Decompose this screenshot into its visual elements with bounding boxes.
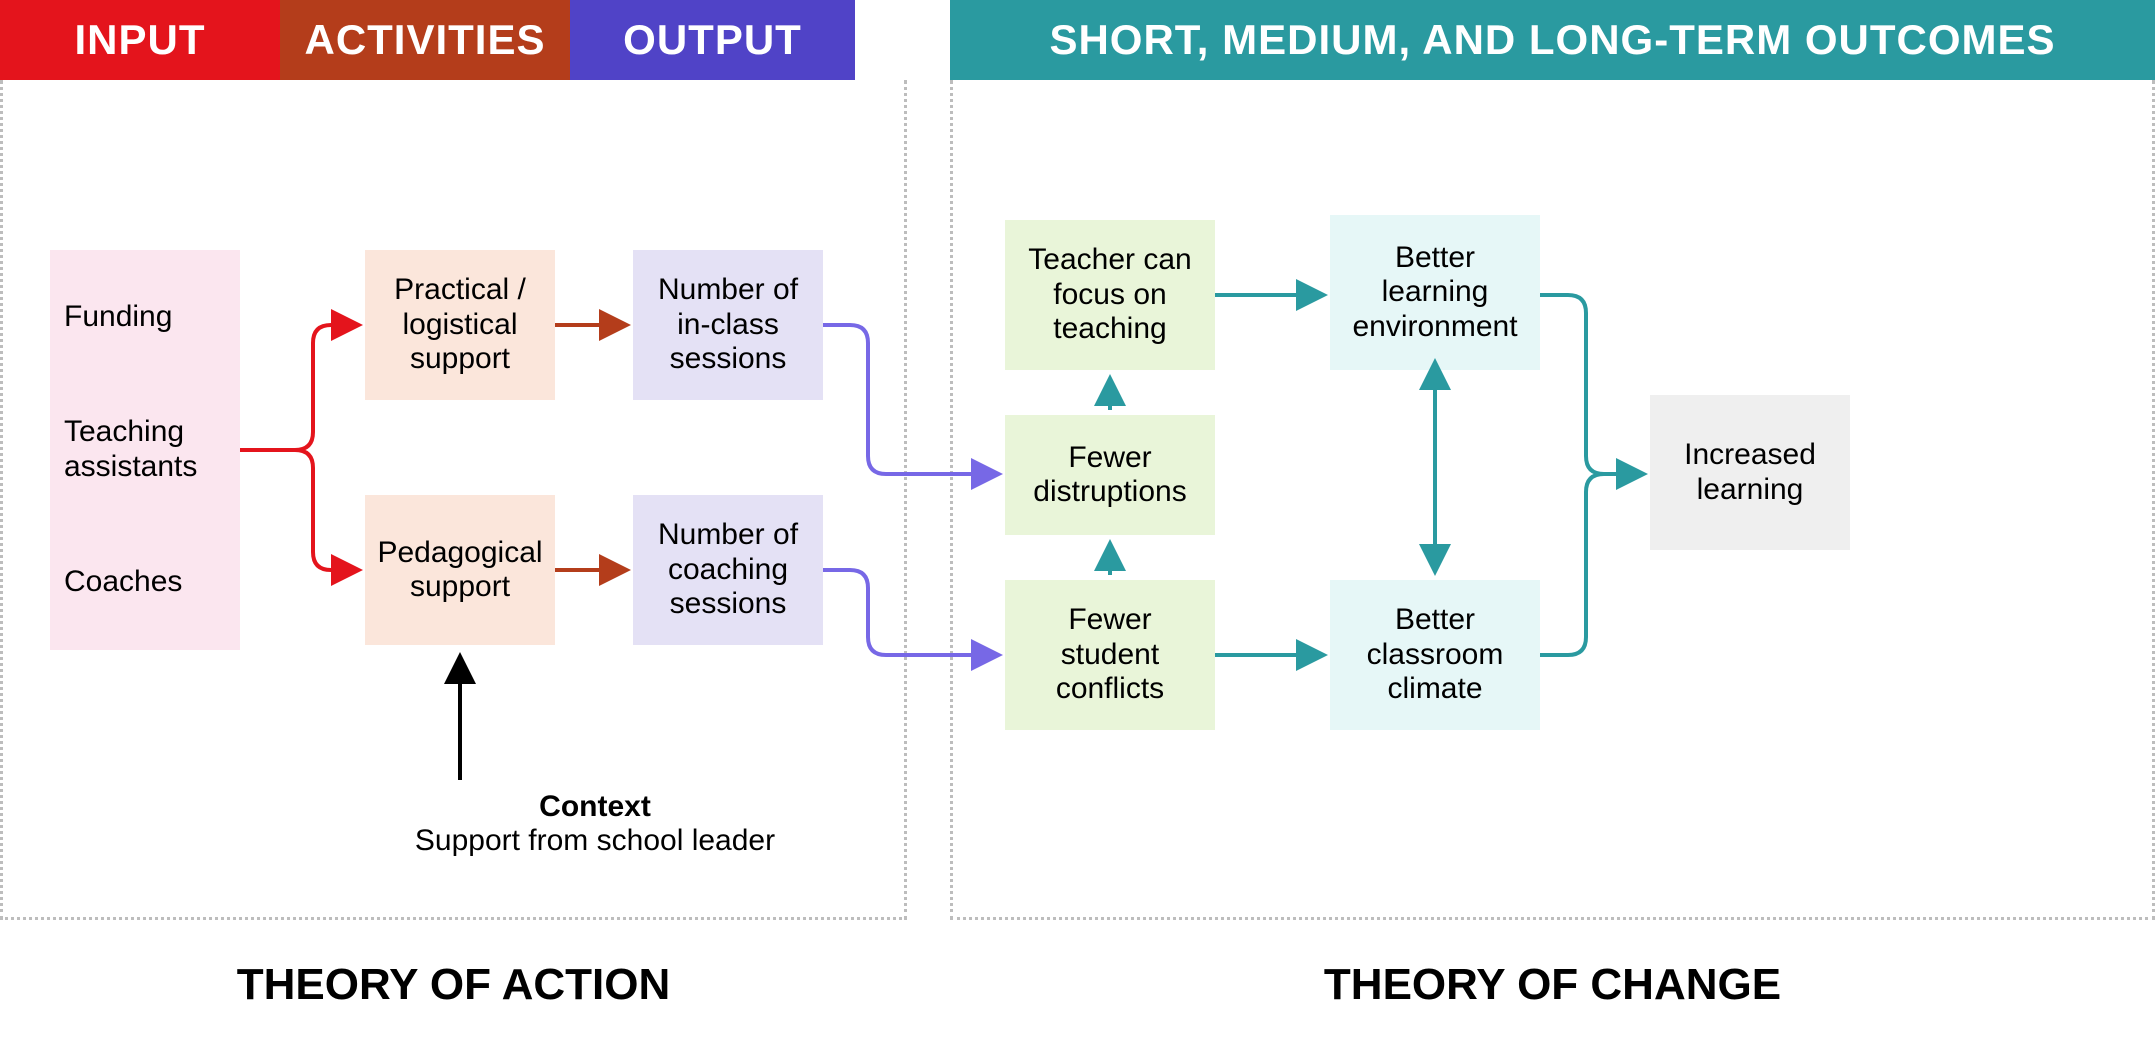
header-outcomes: SHORT, MEDIUM, AND LONG-TERM OUTCOMES: [950, 0, 2155, 80]
input-teaching-assistants: Teaching assistants: [64, 415, 226, 484]
header-output-label: OUTPUT: [623, 16, 802, 64]
header-outcomes-label: SHORT, MEDIUM, AND LONG-TERM OUTCOMES: [1049, 16, 2055, 64]
input-coaches: Coaches: [64, 565, 182, 600]
node-better-climate: Better classroom climate: [1330, 580, 1540, 730]
header-activities-label: ACTIVITIES: [304, 16, 545, 64]
node-fewer-conflicts: Fewer student conflicts: [1005, 580, 1215, 730]
context-title: Context: [395, 790, 795, 824]
node-inputs: Funding Teaching assistants Coaches: [50, 250, 240, 650]
node-increased-learning: Increased learning: [1650, 395, 1850, 550]
node-inclass-sessions: Number of in-class sessions: [633, 250, 823, 400]
node-practical-support: Practical / logistical support: [365, 250, 555, 400]
context-text: Support from school leader: [395, 824, 795, 858]
node-fewer-disruptions: Fewer distruptions: [1005, 415, 1215, 535]
header-activities: ACTIVITIES: [280, 0, 570, 80]
header-input: INPUT: [0, 0, 280, 80]
input-funding: Funding: [64, 300, 172, 335]
footer-theory-of-change: THEORY OF CHANGE: [950, 960, 2155, 1010]
header-output: OUTPUT: [570, 0, 855, 80]
node-coaching-sessions: Number of coaching sessions: [633, 495, 823, 645]
footer-theory-of-action: THEORY OF ACTION: [0, 960, 907, 1010]
header-input-label: INPUT: [75, 16, 206, 64]
node-teacher-focus: Teacher can focus on teaching: [1005, 220, 1215, 370]
context-block: Context Support from school leader: [395, 790, 795, 858]
node-pedagogical-support: Pedagogical support: [365, 495, 555, 645]
node-better-environment: Better learning environment: [1330, 215, 1540, 370]
